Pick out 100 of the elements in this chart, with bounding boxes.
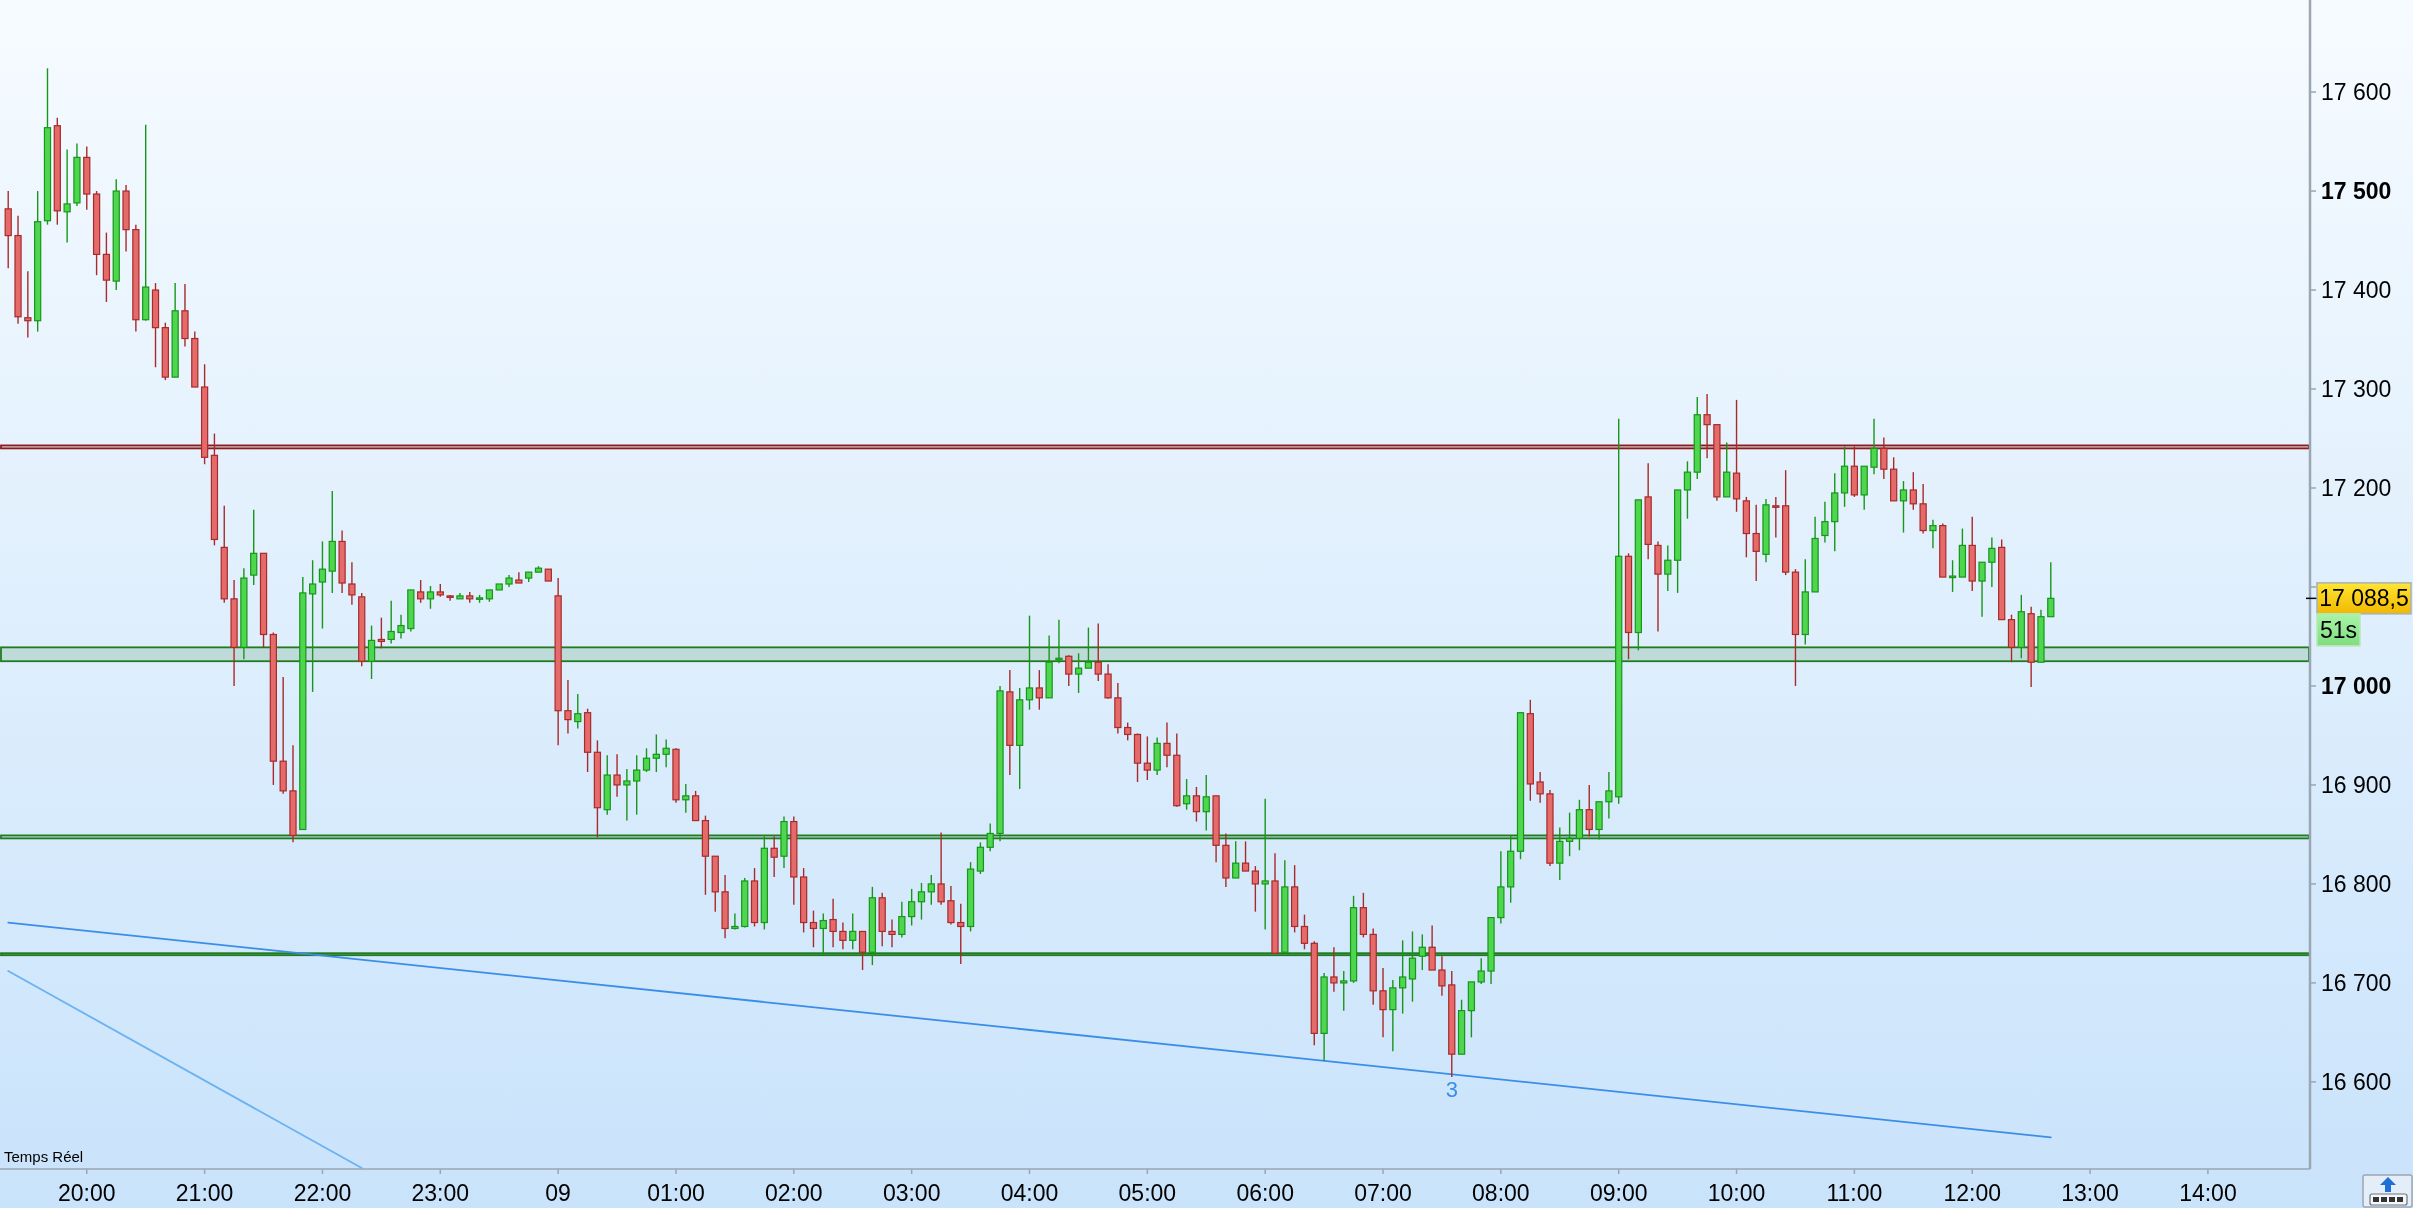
candlestick [1202,774,1210,832]
x-tick-label: 10:00 [1707,1180,1766,1206]
candlestick [1241,840,1250,872]
candlestick [1182,778,1191,811]
candlestick [318,540,327,630]
candlestick [898,901,906,939]
y-tick-label: 16 900 [2321,771,2392,798]
candlestick [1428,924,1436,971]
x-tick-label: 14:00 [2179,1180,2237,1206]
x-tick-label: 21:00 [175,1180,234,1206]
candlestick [367,624,376,680]
candlestick [1556,826,1564,881]
candlestick [819,912,827,956]
candlestick [1929,518,1937,550]
x-tick-label: 03:00 [882,1180,941,1206]
candlestick [1438,955,1446,997]
candlestick [1025,614,1034,711]
candlestick [348,561,356,606]
candlestick [809,909,818,948]
candlestick [1585,784,1593,838]
candlestick [397,613,405,640]
candlestick [1899,480,1908,534]
candlestick [1035,669,1043,711]
candlestick [1261,798,1269,931]
candlestick [662,738,670,768]
y-tick-label: 17 000 [2321,672,2392,699]
x-tick-label: 11:00 [1826,1180,1883,1206]
candlestick [917,882,926,921]
candlestick [24,270,32,339]
candlestick [1909,471,1917,511]
y-tick-label: 17 500 [2321,178,2392,205]
candlestick [1418,933,1426,971]
candlestick [1408,930,1417,1003]
annotation: 3 [1445,1076,1458,1102]
candlestick [642,747,651,773]
x-tick-label: 02:00 [765,1180,823,1206]
candlestick [986,822,994,852]
candlestick [1605,771,1613,820]
candlestick [1143,735,1151,781]
candlestick [937,831,945,906]
candlestick [1880,436,1888,480]
candlestick [1094,622,1102,682]
candlestick [908,888,916,927]
candlestick [417,579,425,604]
x-tick-label: 01:00 [647,1180,705,1206]
candlestick [515,571,523,584]
x-tick-label: 08:00 [1472,1180,1530,1206]
x-tick-label: 13:00 [2061,1180,2119,1206]
y-tick-label: 16 600 [2321,1068,2392,1095]
candlestick [377,616,386,650]
candlestick [858,930,867,971]
candlestick [1389,979,1397,1052]
y-tick-label: 17 600 [2321,79,2392,106]
x-tick-label: 09 [545,1180,571,1206]
candlestick [1978,561,1986,618]
candlestick [564,679,572,735]
candlestick [731,912,739,931]
candlestick [839,921,847,950]
candlestick [770,835,778,878]
candlestick [1379,967,1387,1039]
candlestick [976,841,985,875]
candlestick [623,768,631,822]
x-tick-label: 07:00 [1354,1180,1412,1206]
candlestick [63,148,71,244]
candlestick [1988,536,1996,588]
candlestick [1232,840,1240,879]
candlestick [1752,504,1760,582]
candlestick [1300,913,1309,950]
x-tick-label: 09:00 [1589,1180,1648,1206]
candlestick [1565,811,1574,857]
candlestick [1074,652,1083,694]
candlestick [927,874,935,906]
y-tick-label: 16 800 [2321,870,2392,897]
x-tick-label: 22:00 [293,1180,352,1206]
x-tick-label: 12:00 [1943,1180,2002,1206]
candlestick [1163,721,1171,768]
candlestick [1330,946,1338,993]
candlestick [888,918,896,948]
candlestick [1772,496,1780,539]
x-tick-label: 06:00 [1236,1180,1294,1206]
candlestick [613,753,621,798]
candlestick [1821,501,1829,544]
candlestick [1664,544,1672,592]
candlestick [1399,939,1407,1015]
candlestick [250,509,258,586]
x-tick-label: 23:00 [411,1180,470,1206]
candlestick [308,559,317,693]
candlestick [1340,970,1348,1012]
candlestick [1084,626,1093,669]
candlestick [426,585,435,610]
candlestick [1703,393,1711,459]
candlestick [1192,786,1201,823]
candlestick [652,733,660,773]
candlestick [1870,418,1878,475]
y-tick-label: 17 300 [2321,376,2392,403]
candlestick [957,903,965,965]
candlestick [682,783,690,814]
candlestick [633,754,641,816]
candlestick [1683,460,1692,520]
candlestick [947,885,955,926]
